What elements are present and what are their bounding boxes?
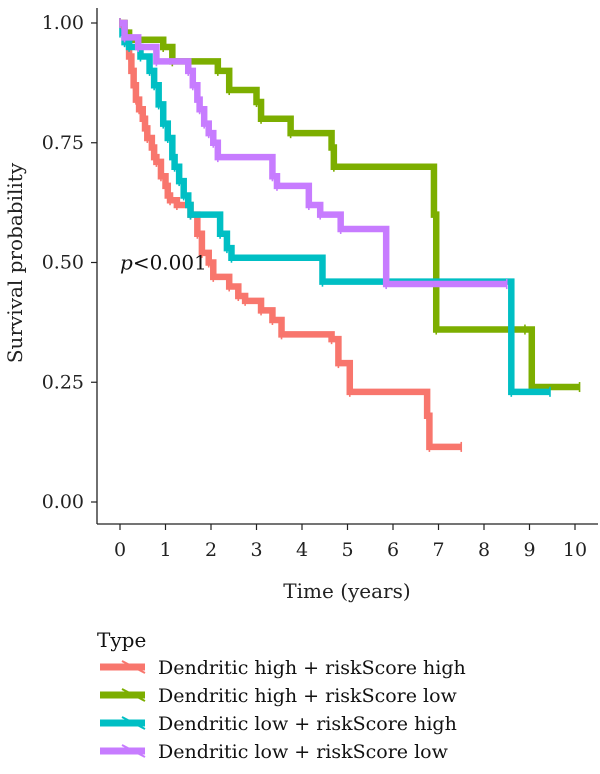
legend-swatch-mark xyxy=(121,688,146,702)
x-tick-label: 6 xyxy=(387,539,399,561)
x-tick-label: 3 xyxy=(250,539,262,561)
x-tick-label: 5 xyxy=(341,539,353,561)
legend-swatch-mark xyxy=(121,716,146,730)
p-value-symbol: p xyxy=(120,251,133,275)
y-tick-label: 0.25 xyxy=(42,371,84,393)
x-tick-label: 2 xyxy=(205,539,217,561)
survival-curve-1 xyxy=(120,19,462,451)
survival-curve-4 xyxy=(120,19,507,288)
legend-label: Dendritic high + riskScore high xyxy=(158,657,466,679)
legend-label: Dendritic high + riskScore low xyxy=(158,685,458,707)
p-value-text: <0.001 xyxy=(133,251,207,275)
x-tick-label: 10 xyxy=(563,539,587,561)
y-tick-label: 0.00 xyxy=(42,491,84,513)
x-tick-label: 4 xyxy=(296,539,308,561)
legend-swatch-mark xyxy=(121,660,146,674)
survival-curve-2 xyxy=(120,19,580,391)
y-tick-label: 0.75 xyxy=(42,132,84,154)
y-tick-label: 1.00 xyxy=(42,12,84,34)
survival-curves xyxy=(119,18,581,452)
legend-label: Dendritic low + riskScore low xyxy=(158,741,449,763)
legend-title: Type xyxy=(97,628,146,652)
legend-swatch-mark xyxy=(121,744,146,758)
legend: Type Dendritic high + riskScore highDend… xyxy=(97,628,466,763)
y-ticks: 0.00 0.25 0.50 0.75 1.00 xyxy=(42,12,97,513)
x-tick-label: 0 xyxy=(114,539,126,561)
plot-area: 0 1 2 3 4 5 6 7 8 9 10 0.00 0.25 0.50 0.75 1.00 p<0.00… xyxy=(42,8,598,561)
p-value-annotation: p<0.001 xyxy=(120,251,207,275)
x-tick-label: 9 xyxy=(523,539,535,561)
x-tick-label: 1 xyxy=(159,539,171,561)
legend-label: Dendritic low + riskScore high xyxy=(158,713,457,735)
x-tick-label: 8 xyxy=(478,539,490,561)
x-tick-label: 7 xyxy=(432,539,444,561)
y-tick-label: 0.50 xyxy=(42,252,84,274)
x-axis-title: Time (years) xyxy=(283,579,410,603)
legend-entries: Dendritic high + riskScore high Dendritic… xyxy=(100,657,466,763)
y-axis-title: Survival probability xyxy=(3,162,27,363)
x-ticks: 0 1 2 3 4 5 6 7 8 9 10 xyxy=(114,524,587,561)
